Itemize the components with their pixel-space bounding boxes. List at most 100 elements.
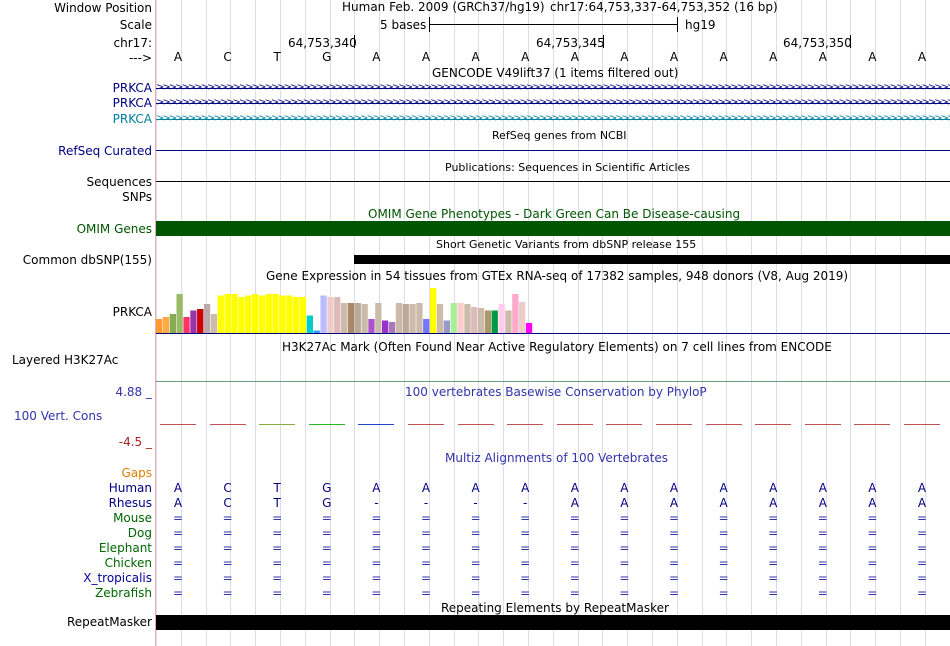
gtex-tissue-bar[interactable] — [491, 310, 498, 334]
gtex-tissue-bar[interactable] — [286, 295, 293, 334]
gtex-tissue-bar[interactable] — [340, 303, 348, 333]
gtex-tissue-bar[interactable] — [464, 304, 471, 333]
gtex-tissue-bar[interactable] — [265, 294, 272, 333]
publications-line[interactable] — [156, 181, 950, 182]
multiz-track-title[interactable]: Multiz Alignments of 100 Vertebrates — [445, 451, 669, 465]
track-label-gaps[interactable]: Gaps — [121, 466, 152, 480]
track-label-prkca-2[interactable]: PRKCA — [112, 96, 152, 110]
gene-model-prkca-3[interactable]: >>>>>>>>>>>>>>>>>>>>>>>>>>>>>>>>>>>>>>>>… — [156, 113, 950, 125]
gene-model-prkca-2[interactable]: >>>>>>>>>>>>>>>>>>>>>>>>>>>>>>>>>>>>>>>>… — [156, 97, 950, 109]
gtex-tissue-bar[interactable] — [498, 304, 505, 333]
species-label-elephant[interactable]: Elephant — [98, 541, 152, 555]
gtex-tissue-bar[interactable] — [231, 294, 238, 333]
gtex-tissue-bar[interactable] — [457, 303, 464, 333]
gtex-tissue-bar[interactable] — [450, 303, 457, 333]
gtex-tissue-bar[interactable] — [354, 303, 361, 333]
track-label-h3k27ac[interactable]: Layered H3K27Ac — [12, 353, 119, 367]
gtex-tissue-bar[interactable] — [279, 295, 286, 334]
gtex-tissue-bar[interactable] — [471, 307, 478, 333]
gtex-tissue-bar[interactable] — [395, 303, 403, 333]
gtex-tissue-bar[interactable] — [224, 294, 231, 333]
gtex-tissue-bar[interactable] — [484, 310, 492, 334]
gtex-tissue-bar[interactable] — [251, 294, 259, 333]
gtex-tissue-bar[interactable] — [347, 303, 355, 333]
refseq-track-title[interactable]: RefSeq genes from NCBI — [492, 129, 627, 142]
gtex-tissue-bar[interactable] — [409, 304, 416, 333]
gtex-tissue-bar[interactable] — [334, 297, 341, 333]
gtex-tissue-bar[interactable] — [299, 297, 307, 333]
publications-track-title[interactable]: Publications: Sequences in Scientific Ar… — [445, 161, 690, 174]
track-label-dbsnp[interactable]: Common dbSNP(155) — [22, 253, 152, 267]
h3k27ac-track-title[interactable]: H3K27Ac Mark (Often Found Near Active Re… — [282, 340, 832, 354]
gtex-tissue-bar[interactable] — [203, 304, 211, 333]
gtex-tissue-bar[interactable] — [162, 317, 170, 333]
species-label-mouse[interactable]: Mouse — [113, 511, 152, 525]
gtex-tissue-bar[interactable] — [327, 297, 334, 333]
species-label-rhesus[interactable]: Rhesus — [108, 496, 152, 510]
gtex-tissue-bar[interactable] — [320, 295, 327, 334]
species-label-xtropicalis[interactable]: X_tropicalis — [83, 571, 152, 585]
dna-base: A — [421, 50, 431, 64]
repeatmasker-track-title[interactable]: Repeating Elements by RepeatMasker — [441, 601, 669, 615]
alignment-base: A — [421, 481, 431, 495]
gtex-tissue-bar[interactable] — [525, 323, 533, 333]
gtex-tissue-bar[interactable] — [190, 310, 197, 334]
track-label-snps[interactable]: SNPs — [122, 190, 152, 204]
track-label-omim[interactable]: OMIM Genes — [76, 222, 152, 236]
gtex-track-title[interactable]: Gene Expression in 54 tissues from GTEx … — [266, 269, 849, 283]
gtex-tissue-bar[interactable] — [245, 295, 252, 334]
gtex-tissue-bar[interactable] — [512, 294, 519, 333]
gtex-tissue-bar[interactable] — [416, 303, 423, 333]
species-label-chicken[interactable]: Chicken — [104, 556, 152, 570]
track-data-area[interactable]: Human Feb. 2009 (GRCh37/hg19) chr17:64,7… — [156, 0, 950, 646]
gtex-tissue-bar[interactable] — [306, 315, 313, 334]
gtex-tissue-bar[interactable] — [156, 319, 163, 333]
gtex-tissue-bar[interactable] — [402, 304, 409, 333]
gencode-track-title[interactable]: GENCODE V49lift37 (1 items filtered out) — [432, 66, 679, 80]
species-label-human[interactable]: Human — [108, 481, 152, 495]
omim-feature-bar[interactable] — [156, 221, 950, 236]
repeatmasker-feature-bar[interactable] — [156, 615, 950, 630]
gene-model-prkca-1[interactable]: >>>>>>>>>>>>>>>>>>>>>>>>>>>>>>>>>>>>>>>>… — [156, 82, 950, 94]
dbsnp-feature-bar[interactable] — [354, 255, 950, 264]
gtex-tissue-bar[interactable] — [361, 304, 368, 333]
gtex-tissue-bar[interactable] — [430, 288, 437, 333]
species-label-zebrafish[interactable]: Zebrafish — [95, 586, 152, 600]
gtex-bar-chart[interactable] — [156, 282, 536, 334]
alignment-base: A — [521, 481, 530, 495]
gtex-tissue-bar[interactable] — [272, 294, 279, 333]
gtex-tissue-bar[interactable] — [443, 320, 450, 334]
gtex-tissue-bar[interactable] — [217, 295, 224, 334]
track-label-sequences[interactable]: Sequences — [86, 175, 152, 189]
track-label-refseq[interactable]: RefSeq Curated — [58, 144, 152, 158]
species-label-dog[interactable]: Dog — [127, 526, 152, 540]
track-label-cons[interactable]: 100 Vert. Cons — [14, 409, 103, 423]
gtex-tissue-bar[interactable] — [183, 317, 190, 333]
gtex-tissue-bar[interactable] — [477, 308, 485, 333]
omim-track-title[interactable]: OMIM Gene Phenotypes - Dark Green Can Be… — [368, 207, 741, 221]
gtex-tissue-bar[interactable] — [197, 309, 204, 333]
track-label-prkca-3[interactable]: PRKCA — [112, 112, 152, 126]
gtex-tissue-bar[interactable] — [258, 295, 266, 334]
gtex-tissue-bar[interactable] — [169, 314, 176, 333]
gtex-tissue-bar[interactable] — [176, 294, 183, 333]
gtex-tissue-bar[interactable] — [368, 319, 375, 333]
gtex-tissue-bar[interactable] — [375, 303, 382, 333]
gtex-tissue-bar[interactable] — [210, 314, 218, 333]
gtex-tissue-bar[interactable] — [382, 320, 389, 334]
dbsnp-track-title[interactable]: Short Genetic Variants from dbSNP releas… — [436, 238, 697, 251]
gtex-tissue-bar[interactable] — [238, 297, 245, 333]
track-label-gtex[interactable]: PRKCA — [112, 305, 152, 319]
gtex-tissue-bar[interactable] — [519, 302, 526, 333]
gtex-tissue-bar[interactable] — [423, 319, 430, 333]
track-label-prkca-1[interactable]: PRKCA — [112, 81, 152, 95]
refseq-gene-line[interactable] — [156, 150, 950, 151]
gtex-tissue-bar[interactable] — [436, 304, 444, 333]
gtex-tissue-bar[interactable] — [313, 330, 320, 334]
gtex-tissue-bar[interactable] — [293, 297, 300, 333]
cons-track-title[interactable]: 100 vertebrates Basewise Conservation by… — [405, 385, 707, 399]
gtex-tissue-bar[interactable] — [388, 322, 396, 333]
track-label-repeatmasker[interactable]: RepeatMasker — [66, 615, 152, 629]
gtex-tissue-bar[interactable] — [505, 310, 512, 334]
